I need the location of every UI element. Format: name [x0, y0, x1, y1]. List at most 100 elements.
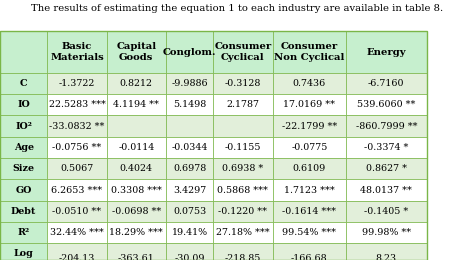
Text: -0.3374 *: -0.3374 * [364, 143, 409, 152]
Bar [213, 94, 273, 115]
Bar [213, 222, 273, 243]
Text: 19.41%: 19.41% [172, 228, 208, 237]
Text: Consumer
Non Cyclical: Consumer Non Cyclical [274, 42, 345, 62]
Text: -33.0832 **: -33.0832 ** [49, 122, 105, 131]
Bar [166, 179, 213, 201]
Text: -166.68: -166.68 [291, 255, 328, 260]
Bar [166, 201, 213, 222]
Bar [273, 201, 346, 222]
Bar [47, 158, 107, 179]
Bar [213, 115, 273, 137]
Text: 18.29% ***: 18.29% *** [109, 228, 163, 237]
Bar [166, 137, 213, 158]
Bar [47, 137, 107, 158]
Bar [213, 243, 273, 260]
Bar [273, 73, 346, 94]
Bar [0, 222, 47, 243]
Bar [273, 31, 346, 73]
Text: -204.13: -204.13 [59, 255, 95, 260]
Text: -0.3128: -0.3128 [225, 79, 261, 88]
Text: IO²: IO² [15, 122, 32, 131]
Text: Basic
Materials: Basic Materials [50, 42, 104, 62]
Bar [166, 94, 213, 115]
Text: -0.0756 **: -0.0756 ** [53, 143, 101, 152]
Text: 0.6978: 0.6978 [173, 164, 206, 173]
Text: 539.6060 **: 539.6060 ** [357, 100, 416, 109]
Bar [166, 158, 213, 179]
Bar [213, 73, 273, 94]
Bar [47, 73, 107, 94]
Text: 0.5868 ***: 0.5868 *** [218, 186, 268, 194]
Text: -363.61: -363.61 [118, 255, 155, 260]
Bar [346, 222, 427, 243]
Bar [166, 73, 213, 94]
Text: Debt: Debt [11, 207, 36, 216]
Text: -9.9886: -9.9886 [171, 79, 208, 88]
Bar [346, 179, 427, 201]
Text: The results of estimating the equation 1 to each industry are available in table: The results of estimating the equation 1… [31, 4, 443, 13]
Bar [107, 179, 166, 201]
Bar [0, 201, 47, 222]
Text: -218.85: -218.85 [225, 255, 261, 260]
Text: 0.3308 ***: 0.3308 *** [111, 186, 162, 194]
Text: 5.1498: 5.1498 [173, 100, 206, 109]
Text: Consumer
Cyclical: Consumer Cyclical [214, 42, 272, 62]
Bar [273, 222, 346, 243]
Text: 27.18% ***: 27.18% *** [216, 228, 270, 237]
Bar [107, 201, 166, 222]
Bar [0, 243, 47, 260]
Bar [166, 115, 213, 137]
Text: 0.6938 *: 0.6938 * [222, 164, 264, 173]
Bar [346, 137, 427, 158]
Text: 99.54% ***: 99.54% *** [283, 228, 336, 237]
Text: -0.0510 **: -0.0510 ** [53, 207, 101, 216]
Text: 99.98% **: 99.98% ** [362, 228, 411, 237]
Bar [273, 243, 346, 260]
Bar [0, 158, 47, 179]
Bar [47, 201, 107, 222]
Bar [213, 158, 273, 179]
Text: 0.4024: 0.4024 [120, 164, 153, 173]
Bar [107, 158, 166, 179]
Bar [0, 31, 47, 73]
Text: -6.7160: -6.7160 [368, 79, 405, 88]
Bar [0, 179, 47, 201]
Bar [166, 31, 213, 73]
Bar [346, 201, 427, 222]
Bar [47, 115, 107, 137]
Text: -0.1155: -0.1155 [225, 143, 261, 152]
Text: GO: GO [16, 186, 32, 194]
Text: Age: Age [14, 143, 34, 152]
Text: 0.6109: 0.6109 [292, 164, 326, 173]
Bar [166, 243, 213, 260]
Bar [273, 94, 346, 115]
Text: 17.0169 **: 17.0169 ** [283, 100, 335, 109]
Bar [107, 31, 166, 73]
Text: 48.0137 **: 48.0137 ** [360, 186, 412, 194]
Bar [0, 137, 47, 158]
Bar [107, 137, 166, 158]
Bar [47, 179, 107, 201]
Text: 3.4297: 3.4297 [173, 186, 206, 194]
Text: 4.1194 **: 4.1194 ** [113, 100, 159, 109]
Text: C: C [20, 79, 27, 88]
Text: Energy: Energy [366, 48, 406, 56]
Text: 0.8212: 0.8212 [120, 79, 153, 88]
Bar [47, 94, 107, 115]
Bar [0, 31, 427, 260]
Text: 6.2653 ***: 6.2653 *** [52, 186, 102, 194]
Text: 2.1787: 2.1787 [227, 100, 259, 109]
Bar [213, 31, 273, 73]
Bar [346, 94, 427, 115]
Bar [107, 115, 166, 137]
Text: IO: IO [18, 100, 30, 109]
Bar [273, 137, 346, 158]
Text: Conglom.: Conglom. [163, 48, 216, 56]
Bar [0, 94, 47, 115]
Bar [273, 115, 346, 137]
Text: -30.09: -30.09 [174, 255, 205, 260]
Bar [346, 31, 427, 73]
Bar [346, 73, 427, 94]
Bar [346, 243, 427, 260]
Bar [273, 158, 346, 179]
